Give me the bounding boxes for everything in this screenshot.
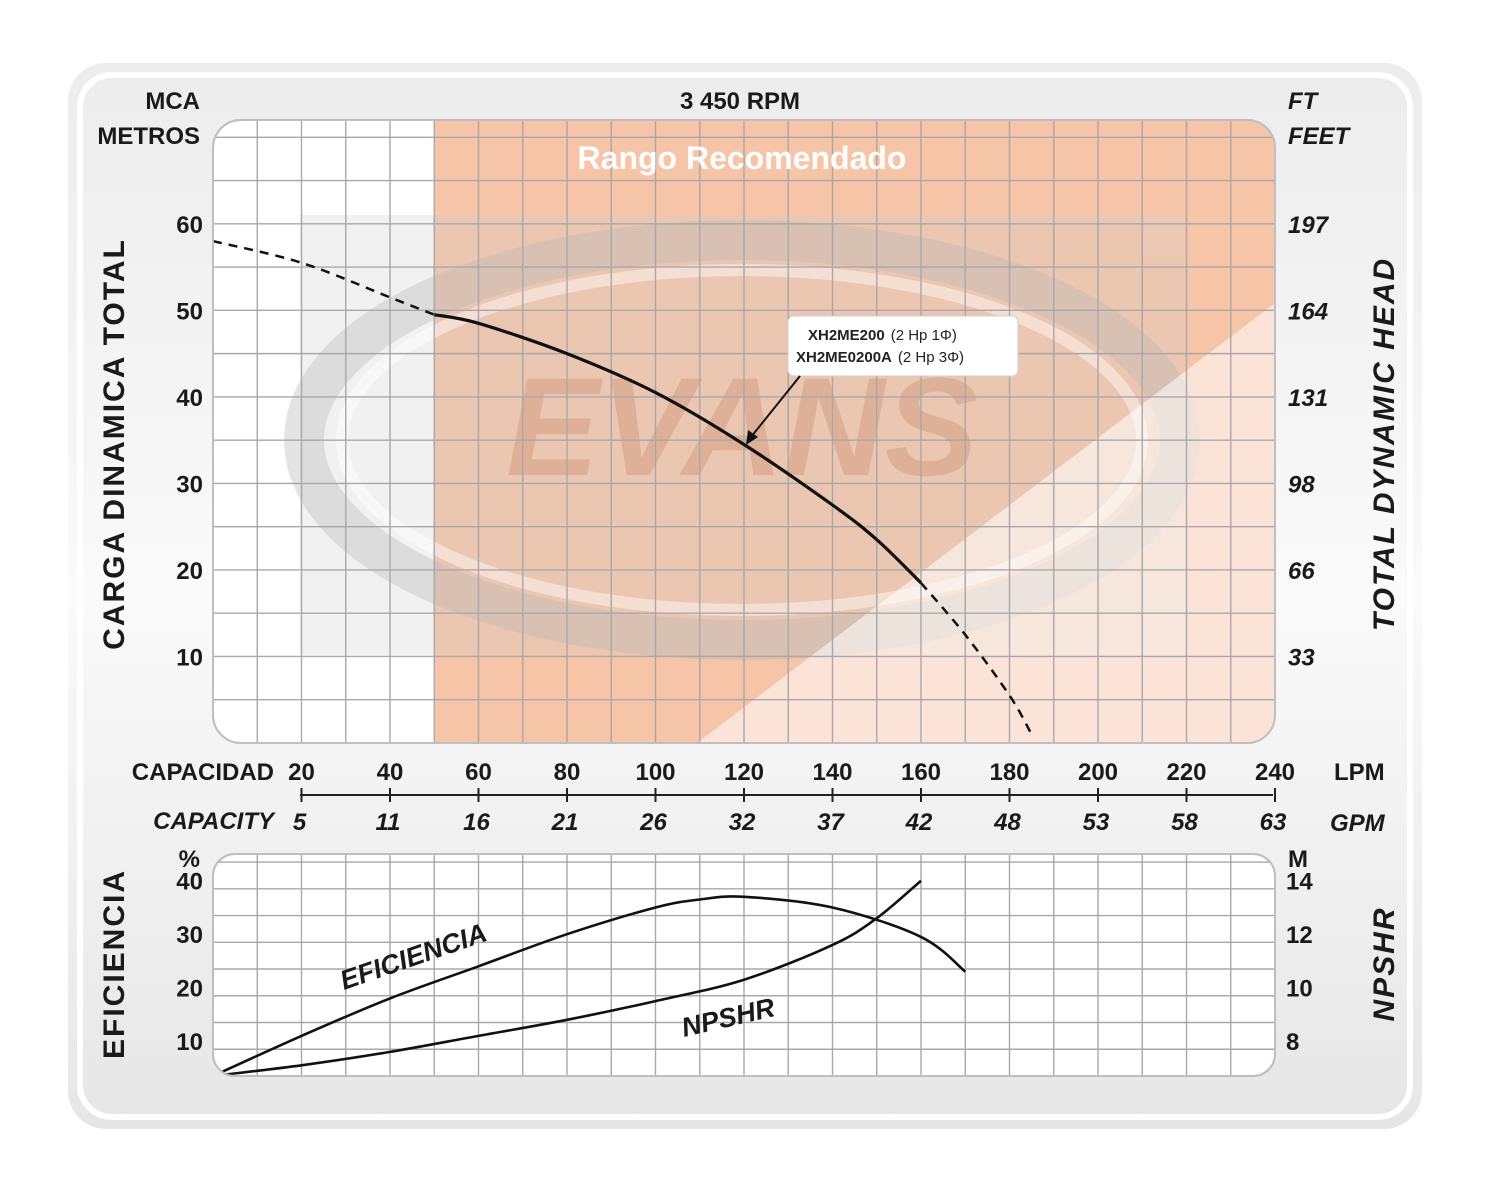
x-tick-lpm: 160 [901, 759, 941, 786]
unit-ft: FT [1288, 88, 1320, 115]
x-tick-gpm: 32 [729, 809, 756, 836]
npshr-tick: 8 [1286, 1029, 1299, 1056]
x-tick-lpm: 80 [554, 759, 581, 786]
npshr-tick: 14 [1286, 869, 1313, 896]
x-tick-gpm: 21 [551, 809, 579, 836]
y-axis-title-left: CARGA DINAMICA TOTAL [98, 238, 131, 650]
model-1-code: XH2ME200 [808, 327, 885, 344]
y-tick-right: 33 [1288, 644, 1315, 671]
x-tick-gpm: 11 [376, 809, 401, 836]
x-tick-lpm: 100 [635, 759, 675, 786]
model-2-code: XH2ME0200A [796, 349, 892, 366]
x-tick-gpm: 16 [463, 809, 490, 836]
x-tick-lpm: 200 [1078, 759, 1118, 786]
x-tick-gpm: 37 [817, 809, 845, 836]
x-tick-lpm: 220 [1166, 759, 1206, 786]
x-axis-title-primary: CAPACIDAD [132, 759, 274, 786]
y-tick-left: 50 [176, 298, 203, 325]
x-tick-lpm: 40 [377, 759, 404, 786]
unit-feet: FEET [1288, 123, 1352, 150]
efficiency-tick: 20 [176, 976, 203, 1003]
x-axis-unit-secondary: GPM [1330, 810, 1386, 837]
head-curve-dashed-high-flow [920, 582, 1033, 735]
x-tick-gpm: 63 [1260, 809, 1287, 836]
unit-mca: MCA [145, 88, 200, 115]
x-tick-gpm: 26 [639, 809, 667, 836]
y-tick-right: 197 [1288, 212, 1330, 239]
y-tick-left: 60 [176, 212, 203, 239]
efficiency-axis-title: EFICIENCIA [98, 869, 131, 1059]
svg-text:XH2ME0200A(2 Hp 3Φ): XH2ME0200A (2 Hp 3Φ) [796, 349, 964, 366]
efficiency-curve [213, 895, 967, 1076]
y-tick-right: 98 [1288, 471, 1315, 498]
x-axis-title-secondary: CAPACITY [153, 808, 276, 835]
x-tick-lpm: 180 [989, 759, 1029, 786]
y-tick-left: 30 [176, 471, 203, 498]
recommended-range-label: Rango Recomendado [578, 140, 907, 176]
efficiency-tick: 40 [176, 869, 203, 896]
y-tick-right: 66 [1288, 558, 1315, 585]
y-tick-right: 164 [1288, 298, 1328, 325]
head-curve-dashed-low-flow [213, 239, 435, 316]
svg-text:XH2ME200(2 Hp 1Φ): XH2ME200 (2 Hp 1Φ) [808, 327, 957, 344]
npshr-tick: 12 [1286, 922, 1313, 949]
npshr-axis-title: NPSHR [1368, 906, 1401, 1021]
x-tick-lpm: 60 [465, 759, 492, 786]
y-tick-left: 40 [176, 385, 203, 412]
y-tick-right: 131 [1288, 385, 1328, 412]
npshr-tick: 10 [1286, 976, 1313, 1003]
lower-unit-left: % [179, 846, 200, 873]
operating-wedge [697, 303, 1275, 743]
model-2-spec: (2 Hp 3Φ) [898, 349, 964, 366]
efficiency-tick: 30 [176, 922, 203, 949]
x-tick-gpm: 48 [993, 809, 1021, 836]
y-tick-left: 20 [176, 558, 203, 585]
y-tick-left: 10 [176, 644, 203, 671]
x-axis-unit-primary: LPM [1334, 759, 1385, 786]
lower-unit-right: M [1288, 846, 1308, 873]
efficiency-tick: 10 [176, 1029, 203, 1056]
x-tick-lpm: 20 [288, 759, 315, 786]
x-tick-lpm: 140 [812, 759, 852, 786]
unit-metros: METROS [97, 123, 200, 150]
x-tick-gpm: 5 [293, 809, 307, 836]
chart-title: 3 450 RPM [680, 88, 800, 115]
model-callout: XH2ME200 (2 Hp 1Φ) XH2ME0200A (2 Hp 3Φ) [746, 315, 1019, 445]
x-tick-lpm: 240 [1255, 759, 1295, 786]
x-tick-gpm: 58 [1171, 809, 1198, 836]
model-1-spec: (2 Hp 1Φ) [891, 327, 957, 344]
x-tick-gpm: 53 [1083, 809, 1110, 836]
x-tick-lpm: 120 [724, 759, 764, 786]
head-curve [433, 313, 923, 585]
y-axis-title-right: TOTAL DYNAMIC HEAD [1368, 257, 1401, 631]
npshr-curve [213, 879, 922, 1076]
x-tick-gpm: 42 [905, 809, 933, 836]
